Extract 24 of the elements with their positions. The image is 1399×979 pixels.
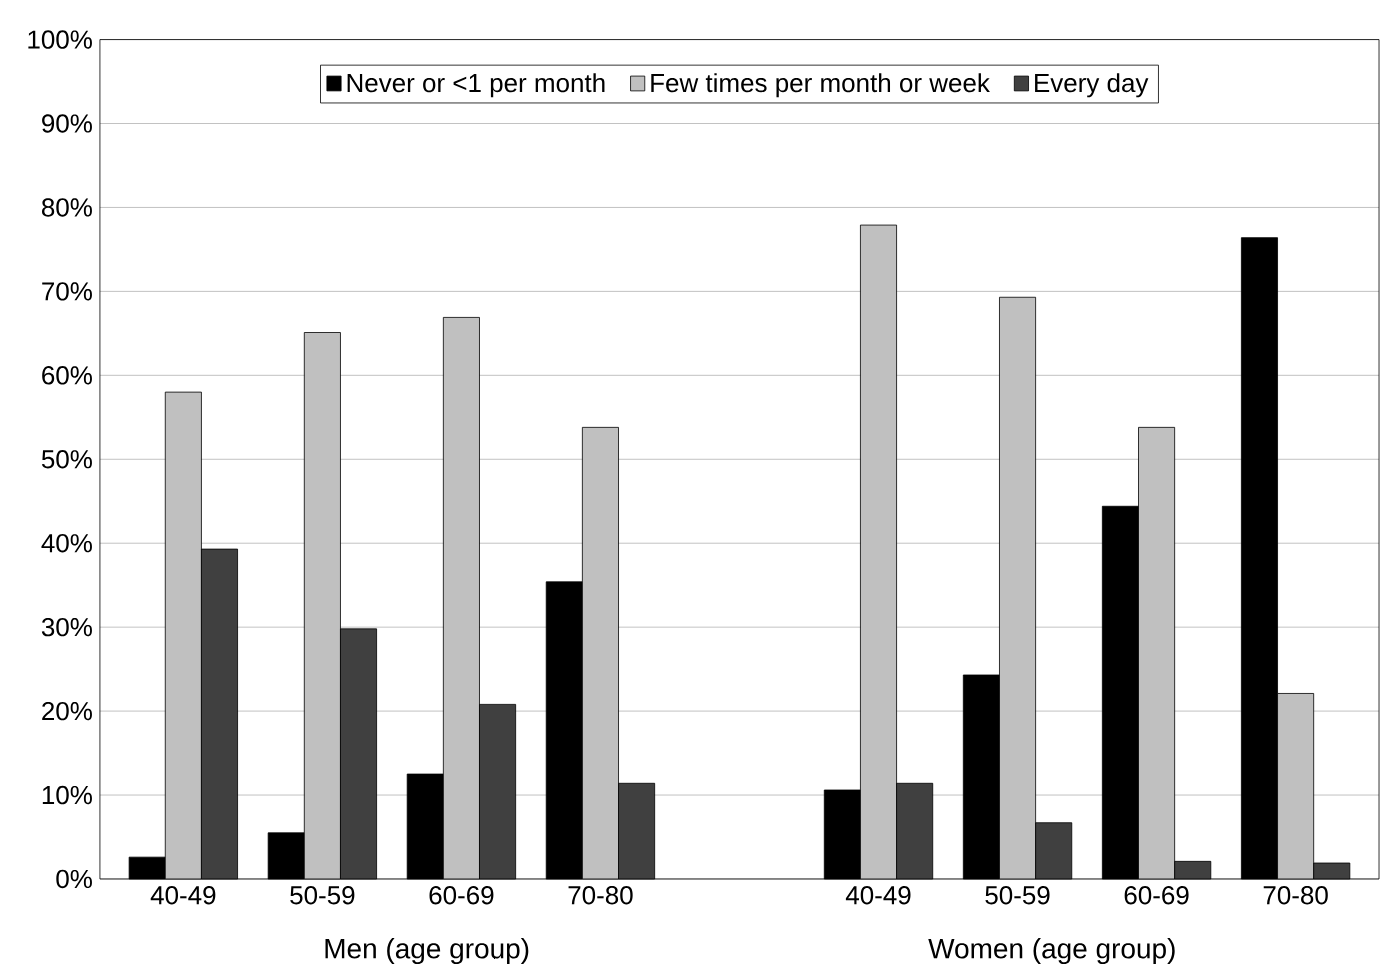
x-tick-label: 50-59	[290, 886, 355, 905]
y-tick-label: 40%	[41, 534, 92, 553]
y-tick-label: 100%	[28, 30, 92, 49]
legend-label: Few times per month or week	[651, 73, 990, 98]
y-tick-label: 10%	[42, 785, 92, 805]
y-tick-label: 90%	[42, 114, 92, 133]
legend-label: Never or <1 per month	[347, 73, 605, 98]
y-tick-label: 60%	[42, 366, 92, 385]
y-tick-label: 50%	[41, 450, 92, 469]
legend-label: Every day	[1035, 73, 1149, 98]
x-tick-label: 60-69	[1124, 886, 1189, 905]
y-tick-label: 20%	[42, 701, 92, 721]
y-tick-label: 70%	[42, 282, 92, 301]
y-tick-label: 80%	[41, 198, 92, 217]
x-tick-label: 50-59	[985, 886, 1050, 905]
x-tick-label: 40-49	[845, 886, 911, 905]
x-tick-label: 40-49	[150, 886, 216, 905]
text: Men (age group)	[325, 938, 529, 965]
y-tick-label: 0%	[56, 869, 92, 889]
x-tick-label: 60-69	[429, 886, 494, 905]
x-tick-label: 70-80	[1263, 886, 1328, 905]
y-tick-label: 30%	[41, 618, 92, 637]
x-tick-label: 70-80	[568, 886, 633, 905]
text: Women (age group)	[928, 938, 1175, 965]
